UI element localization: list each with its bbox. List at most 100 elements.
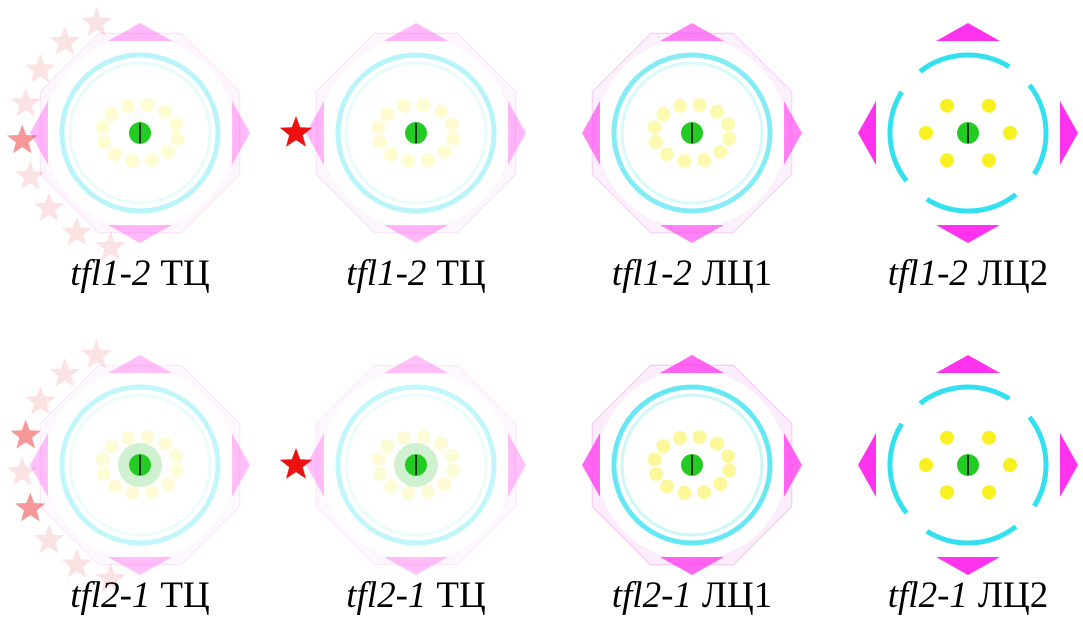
- stamen: [372, 452, 386, 466]
- stamen: [1003, 126, 1017, 140]
- stamen: [381, 107, 395, 121]
- stamen: [141, 98, 155, 112]
- diagram-type: ТЦ: [436, 575, 485, 616]
- stamen: [417, 98, 431, 112]
- stamen: [982, 153, 996, 167]
- stamen: [940, 99, 954, 113]
- stamen: [697, 153, 711, 167]
- sepal: [936, 225, 1000, 243]
- sepal: [108, 355, 172, 373]
- stamen: [722, 464, 736, 478]
- figure: tfl1-2ТЦtfl1-2ТЦtfl1-2ЛЦ1tfl1-2ЛЦ2tfl2-1…: [0, 0, 1083, 623]
- stamen: [940, 153, 954, 167]
- stamen: [421, 153, 435, 167]
- stamen: [372, 120, 386, 134]
- stamen: [657, 107, 671, 121]
- stamen: [982, 99, 996, 113]
- stamen: [169, 117, 183, 131]
- stamen: [161, 477, 175, 491]
- stamen: [434, 105, 448, 119]
- stamen: [660, 479, 674, 493]
- stamen: [145, 153, 159, 167]
- diagram-type: ТЦ: [160, 253, 209, 294]
- sepal: [384, 557, 448, 575]
- stamen: [648, 120, 662, 134]
- stamen: [649, 135, 663, 149]
- stamen: [940, 485, 954, 499]
- sepal: [232, 433, 250, 497]
- sepal: [858, 101, 876, 165]
- stamen: [169, 449, 183, 463]
- sepal: [582, 433, 600, 497]
- sepal: [660, 355, 724, 373]
- sepal: [508, 433, 526, 497]
- stamen: [97, 467, 111, 481]
- stamen: [397, 431, 411, 445]
- bract-star: [34, 524, 64, 553]
- stamen: [384, 479, 398, 493]
- bract-star: [280, 448, 312, 479]
- stamen: [121, 99, 135, 113]
- gene-name: tfl1-2: [888, 253, 968, 294]
- stamen: [401, 154, 415, 168]
- stamen: [158, 105, 172, 119]
- sepal: [936, 557, 1000, 575]
- panel-label: tfl2-1ЛЦ1: [612, 575, 773, 616]
- stamen: [96, 452, 110, 466]
- stamen: [982, 431, 996, 445]
- stamen: [97, 135, 111, 149]
- bract-star: [50, 26, 80, 55]
- stamen: [657, 439, 671, 453]
- stamen: [170, 132, 184, 146]
- diagram-type: ТЦ: [160, 575, 209, 616]
- bract-star: [50, 358, 80, 387]
- panel-label: tfl1-2ТЦ: [346, 253, 486, 294]
- stamen: [145, 485, 159, 499]
- stamen: [434, 437, 448, 451]
- stamen: [421, 485, 435, 499]
- bract-star: [25, 54, 55, 83]
- stamen: [710, 437, 724, 451]
- stamen: [108, 479, 122, 493]
- sepal: [1060, 433, 1078, 497]
- stamen: [677, 486, 691, 500]
- bract-star: [81, 7, 112, 36]
- stamen: [660, 147, 674, 161]
- stamen: [401, 486, 415, 500]
- stamen: [158, 437, 172, 451]
- stamen: [96, 120, 110, 134]
- sepal: [384, 225, 448, 243]
- stamen: [437, 145, 451, 159]
- stamen: [721, 449, 735, 463]
- stamen: [648, 452, 662, 466]
- floral-diagram: [280, 355, 526, 575]
- bract-star: [81, 339, 112, 368]
- stamen: [445, 117, 459, 131]
- gene-name: tfl2-1: [612, 575, 692, 616]
- stamen: [105, 107, 119, 121]
- stamen: [445, 449, 459, 463]
- floral-diagram: [582, 355, 802, 575]
- bract-star: [11, 88, 41, 117]
- stamen: [673, 431, 687, 445]
- sepal: [508, 101, 526, 165]
- sepal: [936, 23, 1000, 41]
- sepal: [784, 101, 802, 165]
- diagram-type: ЛЦ2: [978, 575, 1048, 616]
- stamen: [161, 145, 175, 159]
- gene-name: tfl2-1: [888, 575, 968, 616]
- stamen: [693, 430, 707, 444]
- panel-label: tfl2-1ЛЦ2: [888, 575, 1049, 616]
- stamen: [141, 430, 155, 444]
- stamen: [721, 117, 735, 131]
- stamen: [446, 132, 460, 146]
- stamen: [919, 458, 933, 472]
- diagram-type: ЛЦ2: [978, 253, 1048, 294]
- gene-name: tfl1-2: [612, 253, 692, 294]
- stamen: [1003, 458, 1017, 472]
- stamen: [373, 135, 387, 149]
